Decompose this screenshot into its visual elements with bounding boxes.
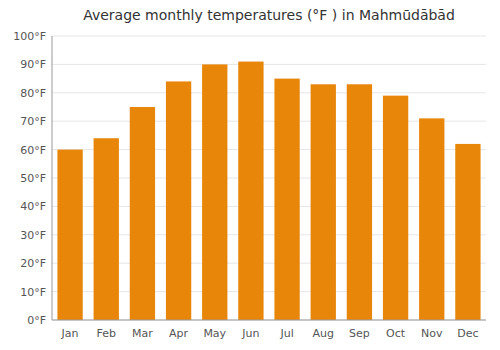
bar (57, 150, 82, 320)
x-tick-label: Nov (421, 327, 443, 340)
y-tick-label: 50°F (20, 172, 46, 185)
x-tick-label: May (203, 327, 226, 340)
x-tick-label: Jul (279, 327, 293, 340)
bar (166, 81, 191, 320)
y-tick-label: 60°F (20, 144, 46, 157)
x-tick-label: Aug (313, 327, 334, 340)
y-tick-label: 0°F (27, 314, 46, 327)
y-tick-label: 90°F (20, 58, 46, 71)
y-tick-label: 70°F (20, 115, 46, 128)
chart: Average monthly temperatures (°F ) in Ma… (0, 0, 500, 350)
title: Average monthly temperatures (°F ) in Ma… (83, 7, 455, 23)
bars (57, 62, 480, 320)
bar (419, 118, 444, 320)
y-tick-label: 30°F (20, 229, 46, 242)
bar (130, 107, 155, 320)
x-tick-label: Mar (132, 327, 153, 340)
y-axis-line (52, 36, 53, 320)
y-tick-label: 40°F (20, 200, 46, 213)
x-tick-label: Oct (386, 327, 406, 340)
x-tick-label: Jan (61, 327, 79, 340)
y-tick-label: 100°F (13, 30, 46, 43)
x-tick-label: Sep (349, 327, 370, 340)
x-tick-label: Feb (97, 327, 116, 340)
x-tick-label: Dec (457, 327, 478, 340)
y-tick-label: 80°F (20, 87, 46, 100)
bar (238, 62, 263, 320)
page: {"chart_data": {"type": "bar", "title": … (0, 0, 500, 350)
x-axis-line (52, 320, 486, 321)
x-axis: Jan Feb Mar Apr May Jun Jul Aug Sep Oct Nov Dec (61, 327, 479, 340)
grid-line (52, 36, 486, 37)
bar (383, 96, 408, 320)
y-tick-label: 10°F (20, 286, 46, 299)
grid-line (52, 64, 486, 65)
y-tick-label: 20°F (20, 257, 46, 270)
bar (274, 79, 299, 320)
bar (455, 144, 480, 320)
y-axis: 0°F 10°F 20°F 30°F 40°F 50°F 60°F 70°F 80°F 90°F 1… (13, 30, 46, 327)
grid (52, 36, 486, 320)
bar (202, 64, 227, 320)
grid-line (52, 320, 486, 321)
grid-line (52, 92, 486, 93)
bar (347, 84, 372, 320)
bar (94, 138, 119, 320)
bar (311, 84, 336, 320)
x-tick-label: Jun (241, 327, 259, 340)
x-tick-label: Apr (169, 327, 189, 340)
